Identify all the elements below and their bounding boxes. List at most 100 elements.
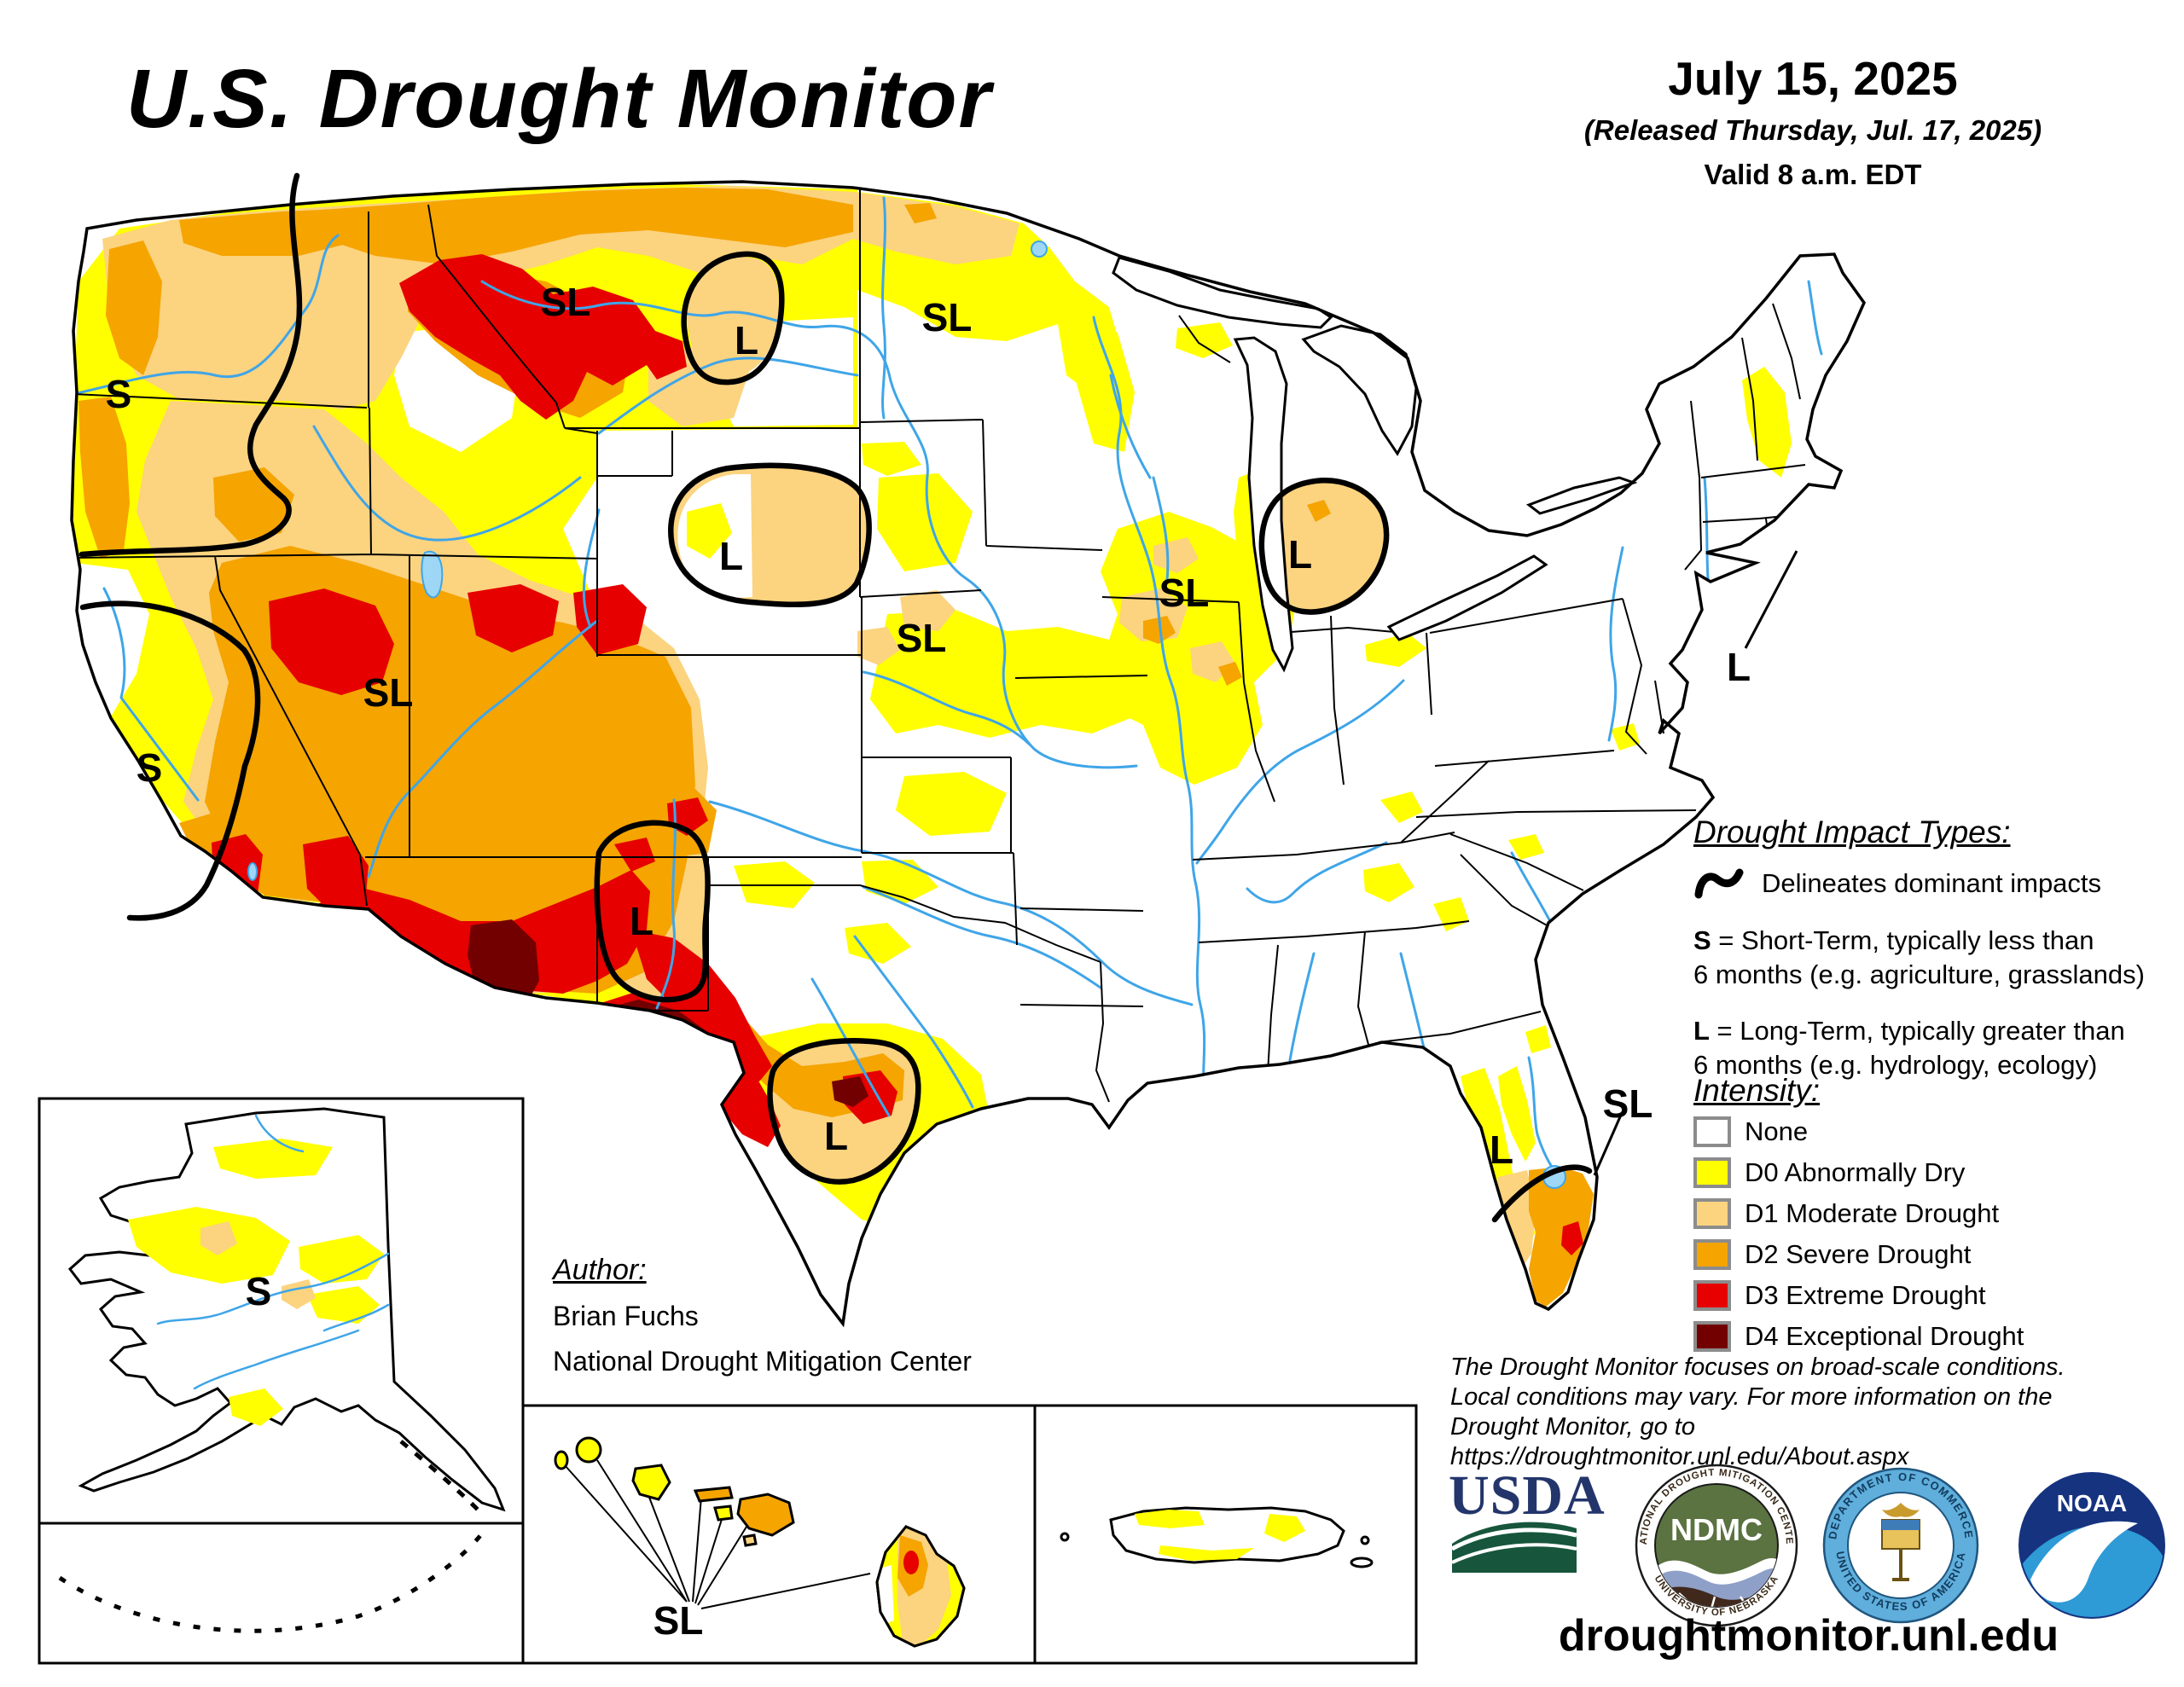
long-term-letter: L	[1693, 1016, 1710, 1046]
alaska-rivers	[156, 1114, 390, 1390]
doc-eagle	[1882, 1503, 1920, 1517]
map-label-north-dakota: SL	[922, 295, 973, 339]
impact-long-term-def: L = Long-Term, typically greater than 6 …	[1693, 1014, 2171, 1082]
great-lakes	[1112, 256, 1638, 673]
map-label-nevada-utah: SL	[363, 670, 414, 715]
alaska-drought-d0	[128, 1139, 384, 1426]
author-heading: Author:	[553, 1254, 647, 1286]
map-label-east-new-mexico: L	[630, 899, 653, 943]
island-hawaii-big	[875, 1525, 966, 1648]
conus-coastline	[70, 180, 1867, 1328]
impact-types-heading: Drought Impact Types:	[1693, 815, 2011, 849]
island-kauai	[575, 1436, 602, 1464]
usda-logo-text: USDA	[1449, 1464, 1606, 1527]
disclaimer-line1: The Drought Monitor focuses on broad-sca…	[1450, 1354, 2065, 1381]
swatch-d4	[1693, 1320, 1731, 1352]
swatch-d1	[1693, 1197, 1731, 1229]
aleutian-islands	[58, 1532, 484, 1633]
island-culebra	[1360, 1535, 1370, 1545]
legend-label-none: None	[1745, 1116, 1809, 1146]
ndmc-logo-text: NDMC	[1670, 1512, 1763, 1547]
disclaimer-line3: Drought Monitor, go to https://droughtmo…	[1450, 1413, 1909, 1470]
legend-row-none: None	[1693, 1113, 2171, 1150]
impact-types-legend: Drought Impact Types: Delineates dominan…	[1693, 815, 2171, 1082]
noaa-logo-text: NOAA	[2057, 1490, 2127, 1516]
legend-label-d2: D2 Severe Drought	[1745, 1238, 1972, 1269]
hawaii-fan-lines	[564, 1459, 871, 1609]
map-label-nebraska: SL	[897, 616, 947, 660]
island-lanai	[713, 1504, 734, 1522]
map-label-northeast-montana: L	[735, 318, 758, 362]
impact-contours	[78, 172, 1593, 1223]
disclaimer: The Drought Monitor focuses on broad-sca…	[1450, 1353, 2099, 1472]
legend-row-d2: D2 Severe Drought	[1693, 1236, 2171, 1272]
map-label-florida-peninsula: L	[1490, 1128, 1513, 1172]
impact-short-term-def: S = Short-Term, typically less than 6 mo…	[1693, 924, 2171, 992]
intensity-heading: Intensity:	[1693, 1073, 1821, 1108]
rivers	[72, 196, 1823, 1170]
island-oahu	[631, 1464, 671, 1501]
island-kahoolawe	[742, 1533, 758, 1547]
alaska-inset	[58, 1107, 506, 1633]
release-date: (Released Thursday, Jul. 17, 2025)	[1583, 114, 2042, 146]
aleutians-inset-box	[38, 1522, 525, 1665]
map-label-southeast-florida: SL	[1603, 1081, 1653, 1126]
map-label-california-nevada: S	[136, 745, 163, 790]
legend-row-d0: D0 Abnormally Dry	[1693, 1154, 2171, 1191]
short-term-line2: 6 months (e.g. agriculture, grasslands)	[1693, 959, 2145, 989]
long-term-line2: 6 months (e.g. hydrology, ecology)	[1693, 1050, 2098, 1080]
conus-map	[70, 172, 1867, 1328]
map-label-south-texas: L	[824, 1114, 848, 1158]
map-label-wisconsin-illinois: SL	[1159, 571, 1210, 615]
island-maui	[736, 1493, 795, 1537]
website-url: droughtmonitor.unl.edu	[1558, 1611, 2059, 1661]
map-label-michigan: L	[1288, 532, 1312, 577]
map-label-new-england: L	[1727, 645, 1751, 689]
legend-label-d0: D0 Abnormally Dry	[1745, 1157, 1966, 1187]
author-name: Brian Fuchs	[553, 1301, 699, 1331]
lake-superior	[1112, 256, 1333, 329]
valid-time: Valid 8 a.m. EDT	[1704, 159, 1922, 190]
noaa-logo: NOAA	[2018, 1472, 2165, 1619]
usda-logo	[1450, 1522, 1577, 1573]
swatch-d0	[1693, 1157, 1731, 1188]
impact-delineates-label: Delineates dominant impacts	[1762, 868, 2102, 898]
legend-row-d1: D1 Moderate Drought	[1693, 1195, 2171, 1232]
intensity-legend: Intensity: None D0 Abnormally Dry D1 Mod…	[1693, 1073, 2171, 1354]
alaska-outline	[67, 1107, 506, 1512]
legend-label-d1: D1 Moderate Drought	[1745, 1197, 2000, 1228]
impact-squiggle-icon	[1694, 868, 1744, 899]
doc-logo: DEPARTMENT OF COMMERCE UNITED STATES OF …	[1822, 1467, 1979, 1624]
map-label-hawaii: SL	[653, 1598, 704, 1643]
swatch-d2	[1693, 1238, 1731, 1270]
island-vieques	[1350, 1557, 1374, 1568]
loop-interior-yellow	[687, 503, 732, 559]
long-term-line1: = Long-Term, typically greater than	[1709, 1016, 2125, 1046]
hawaii-inset	[554, 1436, 966, 1648]
swatch-none	[1693, 1116, 1731, 1147]
island-niihau	[554, 1450, 569, 1470]
page-title: U.S. Drought Monitor	[126, 52, 993, 145]
short-term-letter: S	[1693, 925, 1711, 955]
map-label-alaska: S	[246, 1269, 272, 1313]
legend-row-d4: D4 Exceptional Drought	[1693, 1318, 2171, 1354]
lake-michigan	[1233, 336, 1294, 673]
island-mona	[1060, 1532, 1070, 1542]
map-date: July 15, 2025	[1668, 52, 1958, 105]
puerto-rico-inset	[1060, 1506, 1374, 1568]
legend-label-d3: D3 Extreme Drought	[1745, 1279, 1986, 1310]
swatch-d3	[1693, 1279, 1731, 1311]
disclaimer-line2: Local conditions may vary. For more info…	[1450, 1383, 2053, 1411]
puerto-rico-drought-d0	[1135, 1510, 1305, 1561]
legend-row-d3: D3 Extreme Drought	[1693, 1277, 2171, 1313]
author-org: National Drought Mitigation Center	[553, 1346, 972, 1377]
state-borders	[73, 186, 1806, 1103]
map-label-wyoming-south-dakota: L	[719, 534, 743, 578]
lake-erie	[1386, 554, 1548, 641]
island-molokai	[693, 1486, 734, 1503]
map-label-oregon-coast: S	[106, 372, 132, 416]
author-block: Author: Brian Fuchs National Drought Mit…	[553, 1254, 972, 1377]
legend-label-d4: D4 Exceptional Drought	[1745, 1320, 2024, 1351]
